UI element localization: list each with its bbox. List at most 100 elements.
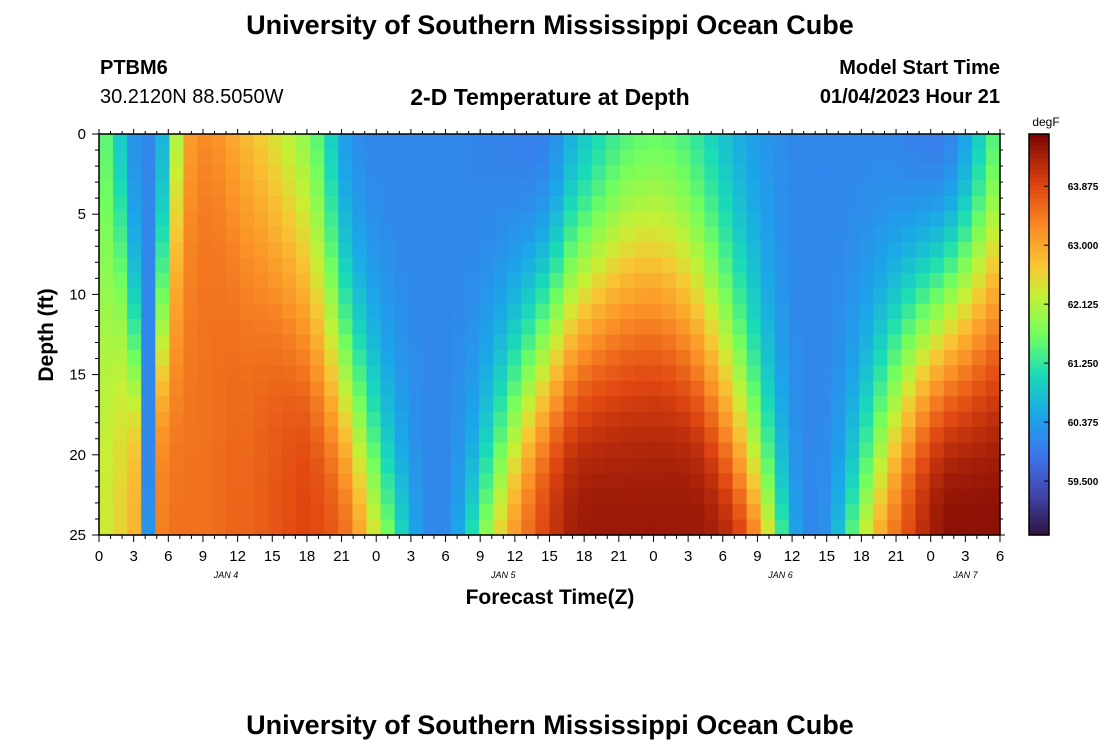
heatmap-cell [831, 334, 846, 351]
heatmap-cell [380, 488, 396, 505]
heatmap-cell [873, 134, 888, 151]
heatmap-cell [366, 134, 382, 151]
heatmap-cell [816, 303, 832, 320]
heatmap-cell [465, 303, 480, 320]
heatmap-cell [746, 334, 762, 351]
heatmap-cell [465, 427, 480, 444]
heatmap-cell [535, 427, 551, 444]
colorbar-segment [1029, 374, 1049, 380]
heatmap-cell [985, 380, 1001, 397]
heatmap-cell [633, 442, 649, 459]
heatmap-cell [169, 303, 185, 320]
heatmap-cell [211, 519, 227, 536]
heatmap-cell [394, 180, 410, 197]
colorbar-segment [1029, 250, 1049, 255]
colorbar-segment [1029, 186, 1049, 191]
heatmap-cell [929, 257, 945, 274]
heatmap-cell [887, 411, 903, 428]
heatmap-cell [971, 226, 987, 243]
heatmap-cell [774, 288, 790, 305]
heatmap-cell [774, 411, 790, 428]
heatmap-cell [239, 257, 255, 274]
heatmap-cell [183, 488, 199, 505]
x-day-label: JAN 4 [213, 570, 239, 580]
heatmap-cell [985, 303, 1001, 320]
heatmap-cell [521, 519, 537, 536]
heatmap-cell [183, 504, 199, 521]
heatmap-cell [282, 226, 297, 243]
heatmap-cell [436, 396, 452, 413]
heatmap-cell [831, 211, 846, 228]
colorbar-tick-label: 59.500 [1068, 477, 1099, 488]
heatmap-cell [887, 303, 903, 320]
heatmap-cell [591, 226, 607, 243]
heatmap-cell [676, 303, 691, 320]
colorbar-segment [1029, 306, 1049, 312]
heatmap-cell [563, 164, 579, 181]
heatmap-cell [943, 272, 959, 289]
heatmap-cell [788, 180, 804, 197]
heatmap-cell [113, 488, 128, 505]
heatmap-cell [183, 149, 199, 166]
heatmap-cell [338, 473, 354, 490]
heatmap-cell [296, 334, 311, 351]
heatmap-cell [267, 149, 283, 166]
heatmap-cell [169, 519, 185, 536]
heatmap-cell [929, 473, 945, 490]
heatmap-cell [521, 365, 537, 382]
heatmap-cell [450, 442, 466, 459]
heatmap-cell [662, 488, 677, 505]
heatmap-cell [408, 349, 424, 366]
colorbar-segment [1029, 282, 1049, 287]
heatmap-cell [394, 334, 410, 351]
heatmap-cell [845, 442, 860, 459]
colorbar-segment [1029, 510, 1049, 516]
heatmap-cell [577, 226, 593, 243]
heatmap-cell [253, 164, 269, 181]
heatmap-cell [788, 473, 804, 490]
heatmap-cell [239, 319, 255, 336]
heatmap-cell [985, 457, 1001, 474]
heatmap-cell [211, 427, 227, 444]
heatmap-cell [465, 504, 480, 521]
heatmap-cell [479, 303, 494, 320]
heatmap-cell [577, 134, 593, 151]
heatmap-cell [253, 180, 269, 197]
heatmap-cell [760, 334, 776, 351]
heatmap-cell [718, 180, 734, 197]
heatmap-cell [760, 149, 776, 166]
x-tick-label: 6 [441, 548, 449, 565]
heatmap-cell [394, 365, 410, 382]
heatmap-cell [633, 180, 649, 197]
heatmap-cell [549, 241, 565, 258]
heatmap-cell [859, 442, 874, 459]
heatmap-cell [549, 349, 565, 366]
heatmap-cell [845, 164, 860, 181]
heatmap-cell [380, 164, 396, 181]
x-tick-label: 15 [818, 548, 835, 565]
heatmap-cell [380, 195, 396, 212]
heatmap-cell [183, 180, 199, 197]
heatmap-cell [127, 504, 142, 521]
heatmap-cell [296, 226, 311, 243]
heatmap-cell [408, 226, 424, 243]
heatmap-cell [746, 442, 762, 459]
heatmap-cell [155, 319, 170, 336]
heatmap-cell [338, 457, 354, 474]
heatmap-cell [267, 380, 283, 397]
heatmap-cell [127, 349, 142, 366]
heatmap-cell [971, 272, 987, 289]
heatmap-cell [929, 411, 945, 428]
heatmap-cell [366, 195, 382, 212]
heatmap-cell [394, 427, 410, 444]
heatmap-cell [676, 411, 691, 428]
heatmap-cell [113, 519, 128, 536]
heatmap-cell [141, 195, 156, 212]
heatmap-cell [267, 334, 283, 351]
colorbar-segment [1029, 422, 1049, 428]
heatmap-cell [436, 303, 452, 320]
heatmap-cell [99, 211, 114, 228]
heatmap-cell [633, 488, 649, 505]
heatmap-cell [732, 380, 748, 397]
